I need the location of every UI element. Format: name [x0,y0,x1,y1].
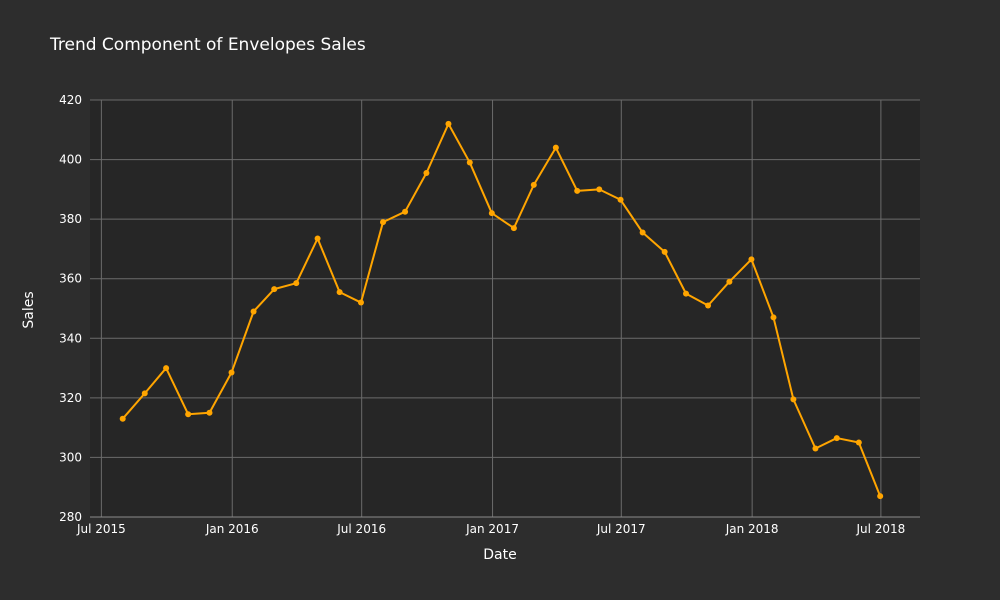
data-point[interactable] [639,229,646,236]
y-tick-label: 400 [59,153,82,167]
x-tick-label: Jan 2017 [465,522,519,536]
series-line [121,122,882,497]
data-point[interactable] [574,187,581,194]
y-tick-label: 420 [59,93,82,107]
data-point[interactable] [530,181,537,188]
x-tick-label: Jan 2016 [205,522,259,536]
data-point[interactable] [206,409,213,416]
y-tick-label: 320 [59,391,82,405]
data-point[interactable] [510,225,517,232]
data-point[interactable] [833,435,840,442]
data-point[interactable] [293,280,300,287]
data-point[interactable] [250,308,257,315]
chart-title: Trend Component of Envelopes Sales [49,35,366,55]
data-point[interactable] [423,169,430,176]
data-point[interactable] [855,439,862,446]
data-point[interactable] [380,219,387,226]
data-point[interactable] [314,235,321,242]
y-tick-label: 300 [59,450,82,464]
x-tick-label: Jan 2018 [725,522,779,536]
data-point[interactable] [271,286,278,293]
y-axis-title: Sales [21,291,37,328]
data-point[interactable] [119,415,126,422]
data-point[interactable] [770,314,777,321]
data-point[interactable] [445,120,452,127]
data-point[interactable] [466,159,473,166]
data-point[interactable] [185,411,192,418]
data-point[interactable] [726,278,733,285]
data-point[interactable] [661,248,668,255]
data-point[interactable] [617,196,624,203]
data-point[interactable] [790,396,797,403]
y-tick-label: 380 [59,212,82,226]
x-tick-label: Jul 2017 [596,522,646,536]
x-tick-label: Jul 2018 [855,522,905,536]
data-point[interactable] [336,289,343,296]
data-point[interactable] [402,208,409,215]
grid-lines [90,99,920,517]
axes: 280 300 320 340 360 380 400 420 Jul 2015 Jan 2016… [59,93,920,536]
data-point[interactable] [596,186,603,193]
data-point[interactable] [683,290,690,297]
y-tick-label: 340 [59,331,82,345]
x-axis-title: Date [483,547,516,563]
data-point[interactable] [877,493,884,500]
data-point[interactable] [748,256,755,263]
y-tick-label: 280 [59,510,82,524]
series-layer [119,120,884,500]
data-point[interactable] [141,390,148,397]
data-point[interactable] [488,210,495,217]
x-tick-label: Jul 2016 [336,522,386,536]
data-point[interactable] [552,144,559,151]
data-point[interactable] [228,369,235,376]
data-point[interactable] [812,445,819,452]
plot-area [90,100,920,517]
data-point[interactable] [705,302,712,309]
data-point[interactable] [163,365,170,372]
y-tick-label: 360 [59,272,82,286]
x-tick-label: Jul 2015 [76,522,126,536]
data-point[interactable] [357,299,364,306]
